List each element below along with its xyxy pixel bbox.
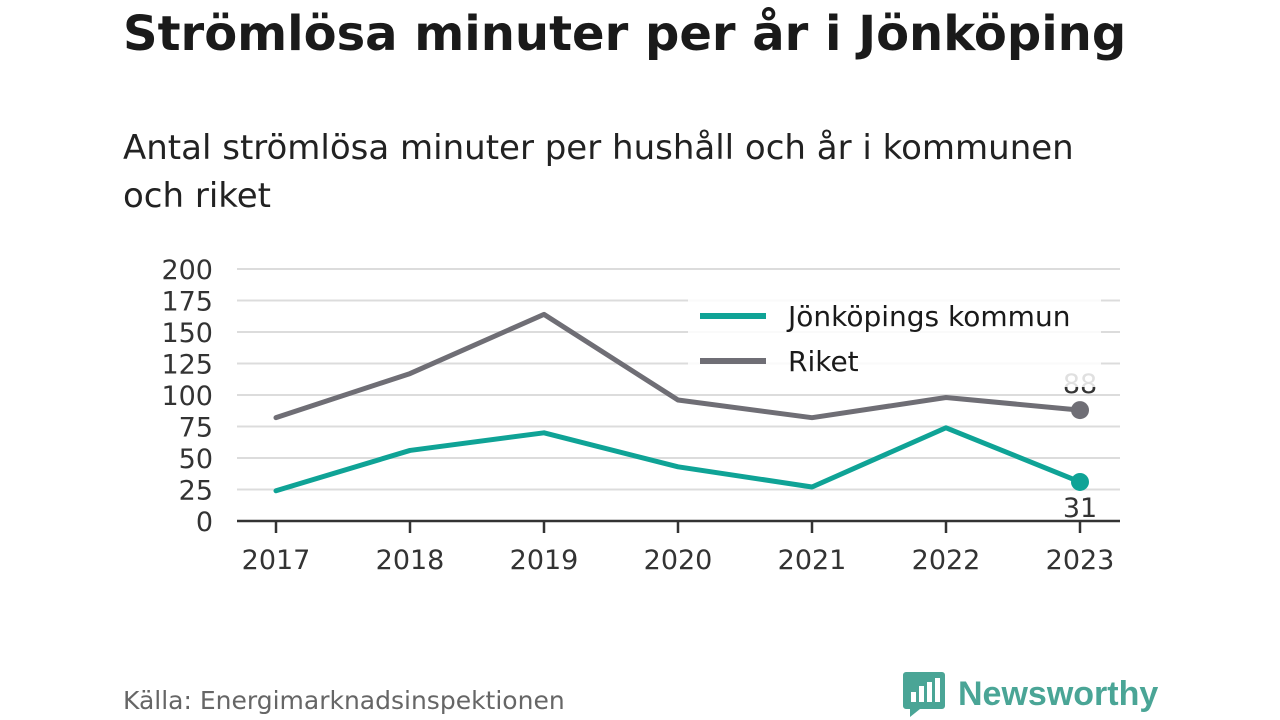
x-axis: 2017 2018 2019 2020 2021 2022 2023 xyxy=(237,519,1120,576)
series-end-point-0 xyxy=(1071,472,1089,491)
x-tick-label: 2020 xyxy=(644,545,713,576)
x-tick-label: 2018 xyxy=(376,545,445,576)
source-note: Källa: Energimarknadsinspektionen xyxy=(123,686,565,715)
y-tick-label: 0 xyxy=(196,507,213,538)
y-tick-label: 100 xyxy=(161,381,213,412)
y-tick-label: 150 xyxy=(161,318,213,349)
legend: Jönköpings kommun Riket xyxy=(688,295,1101,387)
y-tick-label: 200 xyxy=(161,255,213,286)
y-tick-label: 25 xyxy=(179,476,213,507)
series-end-point-1 xyxy=(1071,401,1089,420)
chart-title: Strömlösa minuter per år i Jönköping xyxy=(123,6,1127,62)
newsworthy-logo-icon xyxy=(903,672,945,717)
y-tick-label: 175 xyxy=(161,287,213,318)
y-tick-label: 50 xyxy=(179,444,213,475)
x-tick-label: 2022 xyxy=(912,545,981,576)
series-line-0 xyxy=(273,425,1083,494)
x-tick-label: 2017 xyxy=(242,545,311,576)
x-tick-label: 2019 xyxy=(510,545,579,576)
series-end-label-0: 31 xyxy=(1063,493,1097,524)
y-tick-label: 125 xyxy=(161,350,213,381)
chart-subtitle: Antal strömlösa minuter per hushåll och … xyxy=(123,128,1074,216)
series-line-1 xyxy=(273,311,1083,421)
y-tick-label: 75 xyxy=(179,413,213,444)
brand[interactable]: Newsworthy xyxy=(902,670,1158,718)
brand-name: Newsworthy xyxy=(958,674,1159,713)
legend-label-0: Jönköpings kommun xyxy=(786,300,1070,333)
x-tick-label: 2021 xyxy=(778,545,847,576)
legend-background xyxy=(688,295,1101,387)
legend-label-1: Riket xyxy=(788,345,859,378)
series-lines: 3188 xyxy=(273,311,1097,524)
x-tick-label: 2023 xyxy=(1046,545,1115,576)
